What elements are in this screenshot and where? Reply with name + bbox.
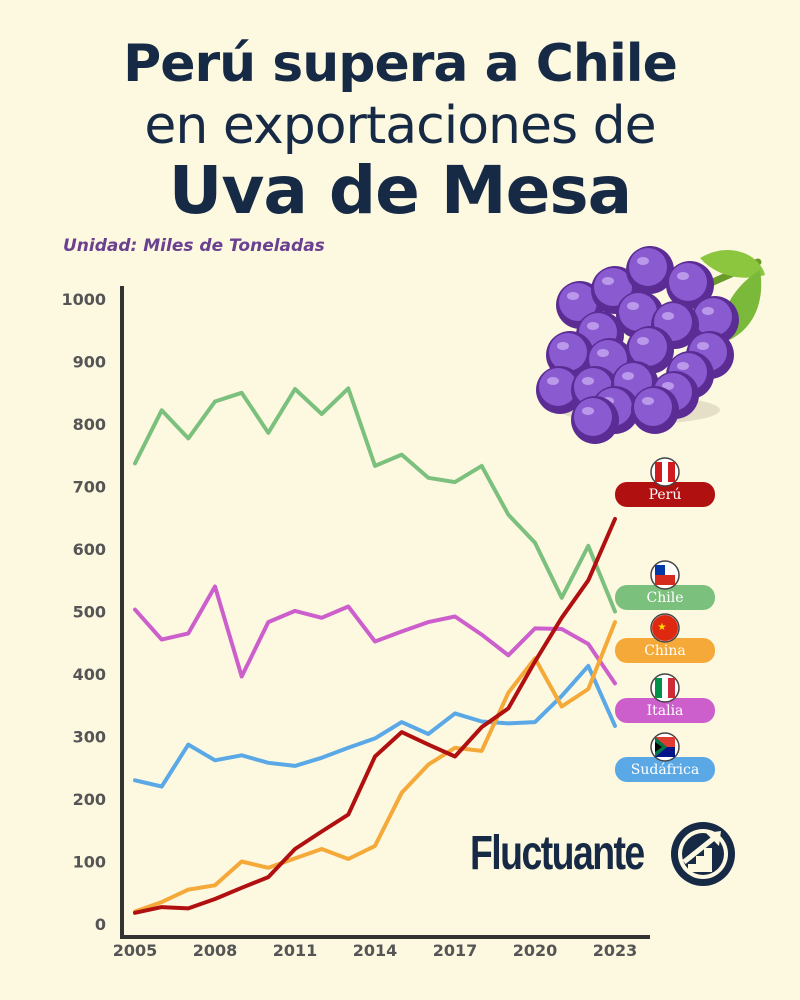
series-badge bbox=[615, 482, 715, 507]
y-tick-label: 700 bbox=[73, 478, 106, 497]
series-line bbox=[133, 584, 617, 686]
brand-name: Fluctuante bbox=[470, 827, 645, 880]
y-tick-label: 100 bbox=[73, 853, 106, 872]
y-tick-label: 900 bbox=[73, 353, 106, 372]
series-name: Perú bbox=[649, 487, 682, 503]
series-badge bbox=[615, 698, 715, 723]
chart-series bbox=[133, 386, 617, 915]
series-name: China bbox=[644, 643, 686, 659]
y-tick-label: 300 bbox=[73, 728, 106, 747]
series-name: Chile bbox=[647, 590, 684, 606]
x-tick-label: 2017 bbox=[433, 941, 478, 960]
x-tick-label: 2023 bbox=[593, 941, 638, 960]
series-name: Italia bbox=[647, 703, 684, 719]
title-line-1: Perú supera a Chile bbox=[123, 34, 678, 94]
x-tick-label: 2014 bbox=[353, 941, 398, 960]
x-tick-label: 2005 bbox=[113, 941, 158, 960]
series-label: Perú bbox=[615, 457, 715, 507]
series-label: Italia bbox=[615, 673, 715, 723]
y-tick-label: 600 bbox=[73, 540, 106, 559]
series-badge bbox=[615, 638, 715, 663]
series-label: Sudáfrica bbox=[615, 732, 715, 782]
y-tick-label: 500 bbox=[73, 603, 106, 622]
title-line-2: en exportaciones de bbox=[144, 96, 656, 156]
chart-axes: 0 100 200 300 400 500 600 700 800 900 1000 2005 2008… bbox=[61, 286, 650, 960]
rising-stairs-arrow-icon bbox=[671, 822, 735, 886]
series-line bbox=[133, 386, 617, 614]
series-labels: Perú Chile China ★ Italia Sudáfrica bbox=[615, 457, 715, 782]
grapes-icon bbox=[536, 246, 765, 444]
title-line-3: Uva de Mesa bbox=[168, 152, 632, 229]
series-badge bbox=[615, 585, 715, 610]
y-tick-label: 800 bbox=[73, 415, 106, 434]
unit-label: Unidad: Miles de Toneladas bbox=[63, 236, 325, 256]
series-badge bbox=[615, 757, 715, 782]
y-tick-label: 0 bbox=[95, 915, 106, 934]
svg-text:★: ★ bbox=[658, 622, 667, 633]
series-name: Sudáfrica bbox=[631, 762, 699, 778]
y-tick-label: 400 bbox=[73, 665, 106, 684]
y-tick-label: 200 bbox=[73, 790, 106, 809]
series-line bbox=[133, 663, 617, 789]
series-label: Chile bbox=[615, 560, 715, 610]
x-tick-label: 2011 bbox=[273, 941, 318, 960]
x-tick-label: 2020 bbox=[513, 941, 558, 960]
series-label: China ★ bbox=[615, 613, 715, 663]
x-tick-label: 2008 bbox=[193, 941, 238, 960]
series-line bbox=[133, 517, 617, 915]
y-tick-label: 1000 bbox=[61, 290, 106, 309]
